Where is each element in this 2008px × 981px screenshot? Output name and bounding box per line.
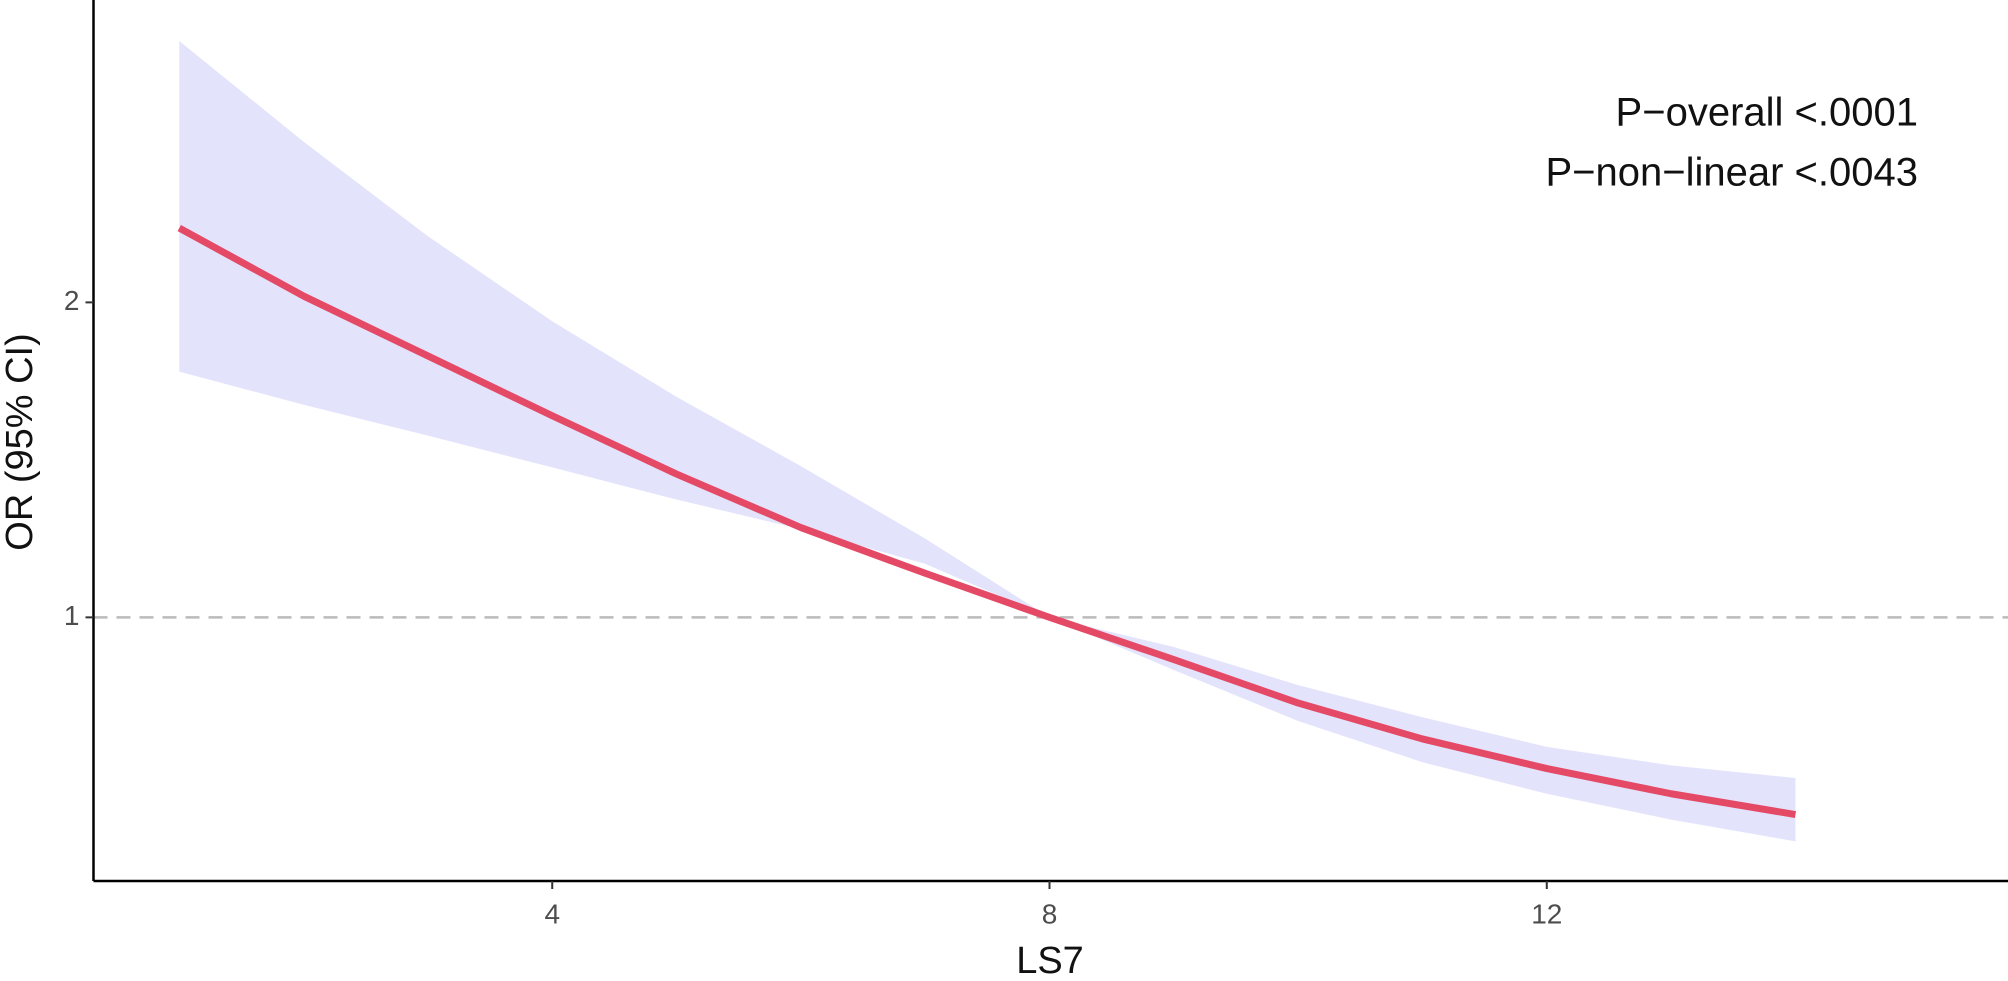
annotation: P−overall <.0001 [1616, 91, 1918, 135]
line [177, 224, 1796, 818]
annotation: P−non−linear <.0043 [1545, 151, 1918, 195]
x-tick-label: 8 [1042, 898, 1058, 929]
y-tick-label: 2 [64, 285, 80, 316]
x-tick-label: 12 [1531, 898, 1562, 929]
y-tick-label: 1 [64, 600, 80, 631]
x-tick-label: 4 [544, 898, 560, 929]
ci-band [179, 40, 1796, 842]
y-axis-title: OR (95% CI) [0, 333, 41, 550]
x-axis-title: LS7 [1016, 940, 1084, 981]
